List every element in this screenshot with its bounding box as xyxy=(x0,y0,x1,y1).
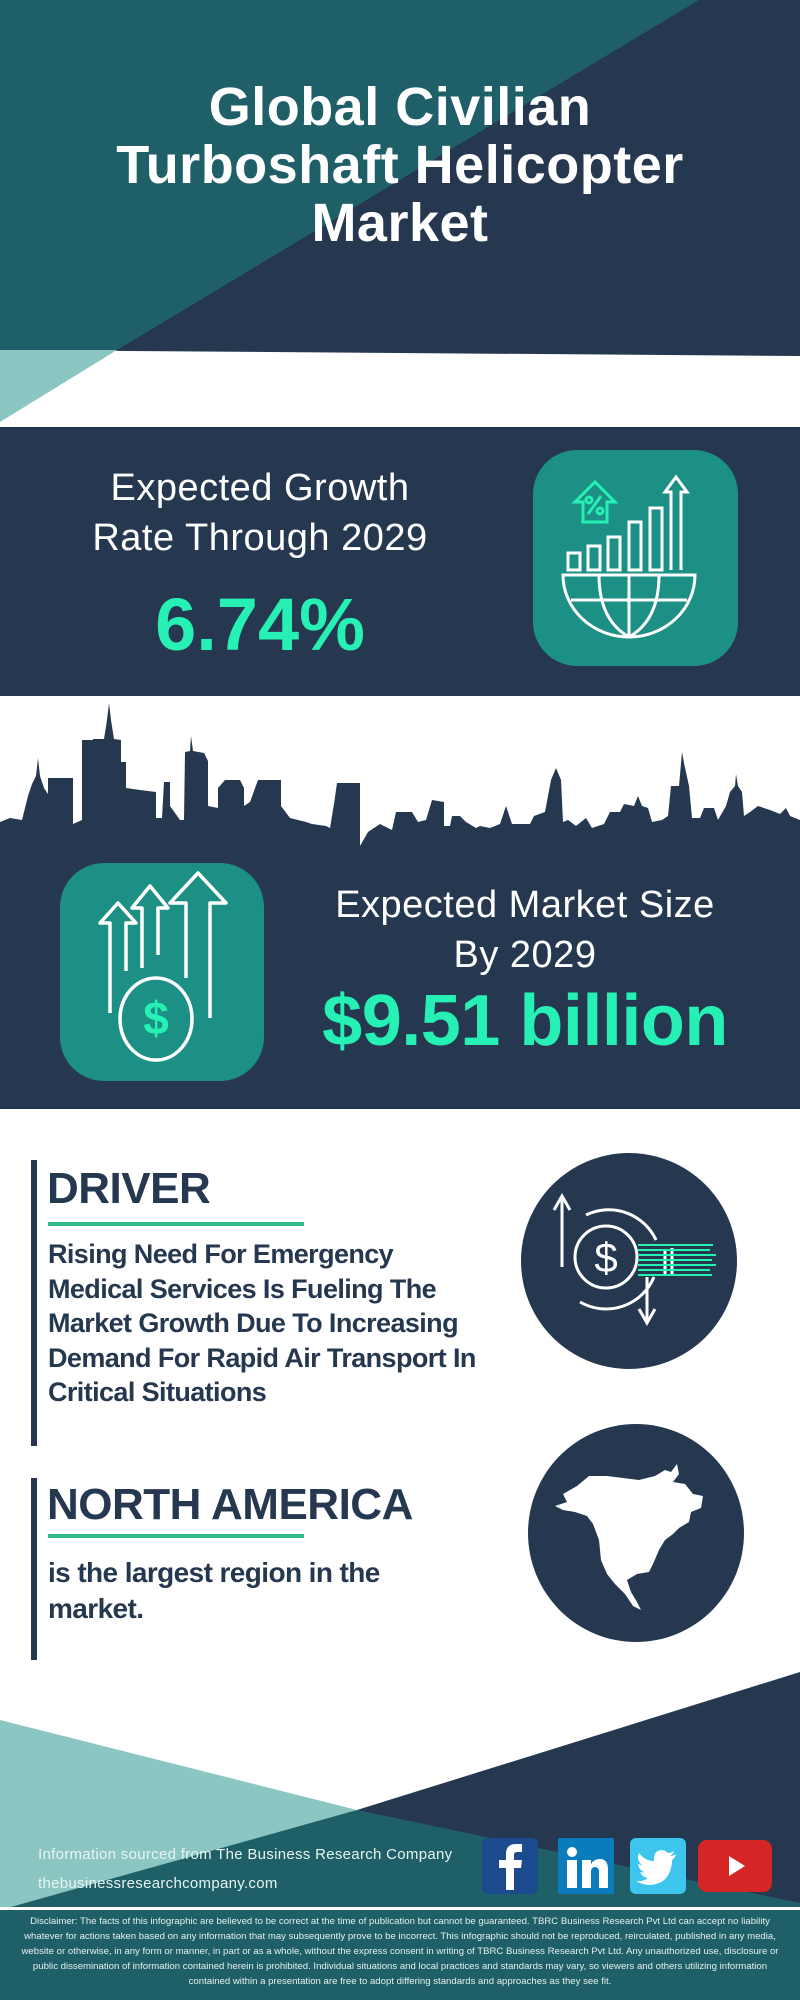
linkedin-icon[interactable] xyxy=(558,1838,614,1894)
market-size-label-line: By 2029 xyxy=(453,934,597,976)
dollar-exchange-icon: $ xyxy=(521,1153,737,1369)
city-skyline xyxy=(0,703,800,856)
source-line: Information sourced from The Business Re… xyxy=(38,1846,453,1863)
region-heading: NORTH AMERICA xyxy=(47,1480,413,1529)
region-accent-bar xyxy=(31,1478,37,1668)
title-line: Market xyxy=(311,193,489,253)
page-title: Global Civilian Turboshaft Helicopter Ma… xyxy=(0,78,800,252)
market-size-value: $9.51 billion xyxy=(322,981,728,1061)
svg-text:$: $ xyxy=(594,1234,617,1281)
title-line: Turboshaft Helicopter xyxy=(116,135,684,195)
driver-underline xyxy=(48,1222,304,1226)
north-america-map-icon xyxy=(528,1424,744,1642)
region-underline xyxy=(48,1534,304,1538)
growth-label-line: Expected Growth xyxy=(110,467,410,509)
svg-text:$: $ xyxy=(143,992,169,1044)
footer-background xyxy=(0,1660,800,2000)
driver-accent-bar xyxy=(31,1160,37,1446)
market-size-icon-box: $ xyxy=(60,863,264,1081)
dollar-arrows-up-icon: $ xyxy=(98,871,228,1062)
title-line: Global Civilian xyxy=(208,77,592,137)
driver-heading: DRIVER xyxy=(47,1164,211,1213)
website-link[interactable]: thebusinessresearchcompany.com xyxy=(38,1875,278,1892)
disclaimer: Disclaimer: The facts of this infographi… xyxy=(21,1916,779,1987)
growth-label: Expected Growth Rate Through 2029 xyxy=(40,463,480,563)
growth-icon-box xyxy=(533,450,738,666)
driver-text: Rising Need For Emergency Medical Servic… xyxy=(48,1239,476,1407)
growth-value: 6.74% xyxy=(155,583,365,666)
market-size-label: Expected Market Size By 2029 xyxy=(290,880,760,980)
header-background xyxy=(0,0,800,440)
youtube-icon[interactable] xyxy=(698,1840,772,1892)
source-info: Information sourced from The Business Re… xyxy=(38,1840,452,1898)
globe-bar-chart-growth-icon xyxy=(561,474,697,639)
region-text: is the largest region in the market. xyxy=(48,1557,380,1624)
growth-label-line: Rate Through 2029 xyxy=(92,517,428,559)
market-size-label-line: Expected Market Size xyxy=(335,884,715,926)
facebook-icon[interactable] xyxy=(482,1838,538,1894)
twitter-icon[interactable] xyxy=(630,1838,686,1894)
